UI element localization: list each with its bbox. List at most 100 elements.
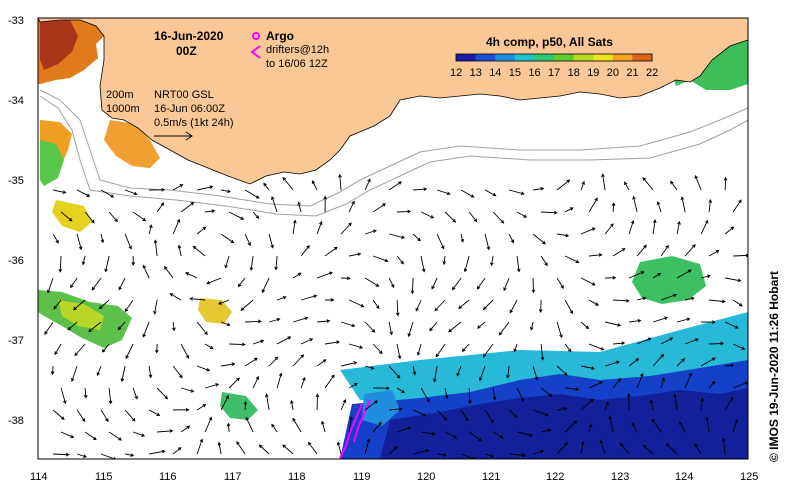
current-arrow bbox=[300, 338, 314, 345]
current-arrow bbox=[311, 180, 318, 191]
current-arrow bbox=[156, 202, 165, 213]
current-arrow bbox=[292, 354, 305, 367]
current-arrow bbox=[565, 387, 580, 392]
current-arrow bbox=[724, 321, 739, 329]
map-plot-area[interactable] bbox=[38, 18, 769, 460]
current-arrow bbox=[732, 199, 742, 213]
current-arrow bbox=[364, 229, 377, 235]
current-arrow bbox=[364, 365, 375, 370]
current-arrow bbox=[556, 179, 571, 191]
current-arrow bbox=[132, 211, 147, 222]
colorbar-tick-label: 17 bbox=[548, 67, 560, 79]
current-arrow bbox=[460, 233, 465, 243]
current-arrow bbox=[204, 383, 220, 389]
current-arrow bbox=[117, 321, 126, 331]
current-arrow bbox=[442, 255, 447, 266]
current-arrow bbox=[388, 181, 402, 191]
current-arrow bbox=[749, 178, 757, 190]
current-arrow bbox=[340, 361, 358, 367]
current-arrow bbox=[613, 298, 630, 303]
current-arrow bbox=[221, 362, 236, 367]
current-time-label: 16-Jun 06:00Z bbox=[154, 103, 225, 115]
current-arrow bbox=[506, 365, 510, 379]
colorbar-tick-label: 20 bbox=[607, 67, 619, 79]
current-arrow bbox=[323, 195, 327, 213]
current-arrow bbox=[433, 365, 438, 383]
current-arrow bbox=[364, 321, 376, 333]
current-arrow bbox=[54, 343, 62, 356]
current-arrow bbox=[70, 365, 78, 382]
current-arrow bbox=[564, 255, 580, 264]
current-arrow bbox=[185, 272, 198, 279]
current-arrow bbox=[348, 343, 364, 349]
current-arrow bbox=[180, 343, 190, 359]
lon-tick-label: 120 bbox=[417, 471, 435, 483]
current-arrow bbox=[724, 226, 735, 235]
current-arrow bbox=[642, 444, 654, 455]
current-arrow bbox=[732, 299, 743, 307]
current-arrow bbox=[148, 409, 161, 416]
current-arrow bbox=[749, 231, 765, 234]
current-arrow bbox=[88, 321, 102, 333]
current-arrow bbox=[292, 272, 302, 279]
current-arrow bbox=[619, 442, 630, 455]
current-arrow bbox=[96, 365, 102, 377]
current-scale-label: 0.5m/s (1kt 24h) bbox=[154, 117, 233, 129]
current-arrow bbox=[556, 277, 564, 289]
current-arrow bbox=[626, 393, 631, 411]
current-arrow bbox=[157, 429, 174, 433]
current-arrow bbox=[652, 353, 665, 367]
current-arrow bbox=[91, 277, 102, 291]
current-arrow bbox=[226, 422, 231, 433]
current-arrow bbox=[701, 320, 716, 324]
drifter-track bbox=[339, 403, 363, 459]
lon-tick-label: 125 bbox=[740, 471, 758, 483]
current-arrow bbox=[268, 317, 281, 323]
lat-tick-label: -34 bbox=[8, 95, 24, 107]
current-arrow bbox=[431, 277, 438, 290]
current-arrow bbox=[757, 256, 765, 261]
current-arrow bbox=[321, 420, 326, 433]
sst-patch-south-deep bbox=[380, 388, 748, 459]
current-arrow bbox=[652, 219, 657, 235]
current-arrow bbox=[516, 211, 528, 218]
current-arrow bbox=[684, 244, 696, 257]
current-arrow bbox=[749, 278, 757, 285]
colorbar-tick-label: 14 bbox=[489, 67, 501, 79]
current-arrow bbox=[142, 264, 150, 279]
current-arrow bbox=[348, 382, 358, 389]
current-arrow bbox=[484, 233, 491, 251]
current-arrow bbox=[412, 449, 430, 455]
current-arrow bbox=[589, 253, 603, 257]
current-arrow bbox=[532, 409, 549, 417]
current-arrow bbox=[694, 443, 702, 455]
current-arrow bbox=[436, 409, 448, 421]
current-arrow bbox=[349, 252, 362, 257]
current-arrow bbox=[83, 387, 88, 399]
current-arrow bbox=[180, 425, 191, 433]
current-arrow bbox=[108, 211, 118, 223]
colorbar-tick-label: 15 bbox=[509, 67, 521, 79]
current-arrow bbox=[163, 265, 174, 279]
current-arrow bbox=[268, 356, 279, 367]
colorbar-tick-label: 13 bbox=[470, 67, 482, 79]
current-arrow bbox=[533, 186, 545, 191]
current-arrow bbox=[451, 277, 462, 291]
current-arrow bbox=[632, 195, 638, 213]
current-arrow bbox=[612, 248, 626, 257]
current-vectors bbox=[44, 173, 765, 459]
current-arrow bbox=[220, 233, 235, 244]
current-arrow bbox=[516, 431, 534, 437]
current-arrow bbox=[725, 363, 735, 368]
current-arrow bbox=[529, 321, 534, 331]
current-arrow bbox=[316, 271, 333, 279]
current-arrow bbox=[125, 453, 135, 457]
current-arrow bbox=[124, 233, 132, 250]
current-arrow bbox=[636, 296, 647, 301]
current-arrow bbox=[604, 321, 622, 327]
current-arrow bbox=[732, 343, 746, 350]
current-arrow bbox=[177, 244, 182, 257]
lat-tick-label: -33 bbox=[8, 15, 24, 27]
current-arrow bbox=[708, 198, 713, 213]
current-arrow bbox=[196, 321, 208, 336]
